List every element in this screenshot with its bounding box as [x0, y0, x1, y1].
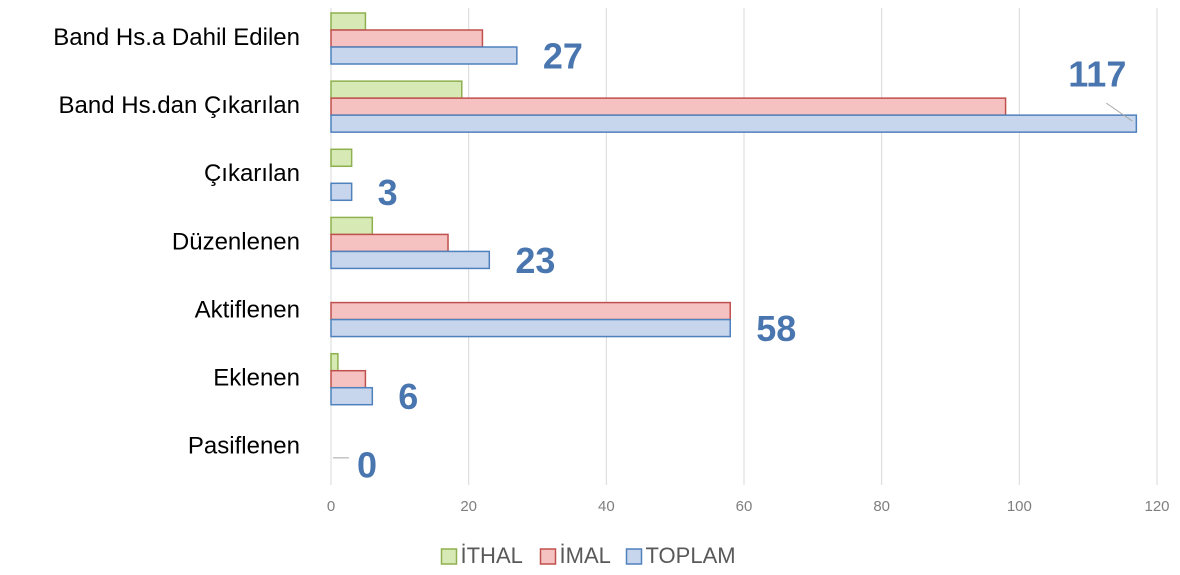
data-label: 6	[398, 376, 418, 417]
x-tick-label: 40	[598, 498, 615, 515]
legend-swatch	[440, 548, 458, 565]
bar	[330, 114, 1138, 133]
data-label: 3	[378, 172, 398, 213]
x-tick-label: 20	[460, 498, 477, 515]
legend-swatch	[625, 548, 643, 565]
bar	[330, 216, 374, 236]
x-tick-label: 120	[1144, 498, 1169, 515]
data-label: 117	[1068, 54, 1126, 95]
category-label: Band Hs.a Dahil Edilen	[53, 24, 300, 51]
data-label: 0	[357, 444, 377, 485]
legend-swatch	[539, 548, 557, 565]
bar	[330, 80, 463, 99]
bar	[330, 12, 367, 31]
bar	[330, 318, 731, 338]
data-label: 58	[756, 308, 796, 349]
bar	[330, 29, 484, 48]
bar	[330, 148, 353, 168]
bar	[330, 369, 367, 389]
bar	[330, 233, 449, 253]
legend-label: İTHAL	[461, 543, 523, 568]
data-label: 23	[515, 240, 555, 281]
bar	[330, 301, 731, 321]
bar	[330, 97, 1007, 116]
category-label: Band Hs.dan Çıkarılan	[59, 92, 300, 119]
legend-label: TOPLAM	[646, 543, 736, 568]
data-label: 27	[543, 36, 583, 77]
category-label: Pasiflenen	[188, 433, 300, 460]
bar	[330, 182, 353, 202]
bar	[330, 352, 339, 372]
category-label: Çıkarılan	[204, 160, 300, 187]
x-tick-label: 80	[873, 498, 890, 515]
x-tick-label: 60	[736, 498, 753, 515]
x-tick-label: 100	[1007, 498, 1032, 515]
legend-label: İMAL	[560, 543, 611, 568]
bar	[330, 250, 491, 270]
leader-line	[1106, 102, 1133, 122]
category-label: Eklenen	[213, 365, 300, 392]
x-tick-label: 0	[327, 498, 335, 515]
category-label: Aktiflenen	[195, 296, 300, 323]
category-label: Düzenlenen	[172, 228, 300, 255]
bar	[330, 386, 374, 406]
bar	[330, 46, 518, 65]
